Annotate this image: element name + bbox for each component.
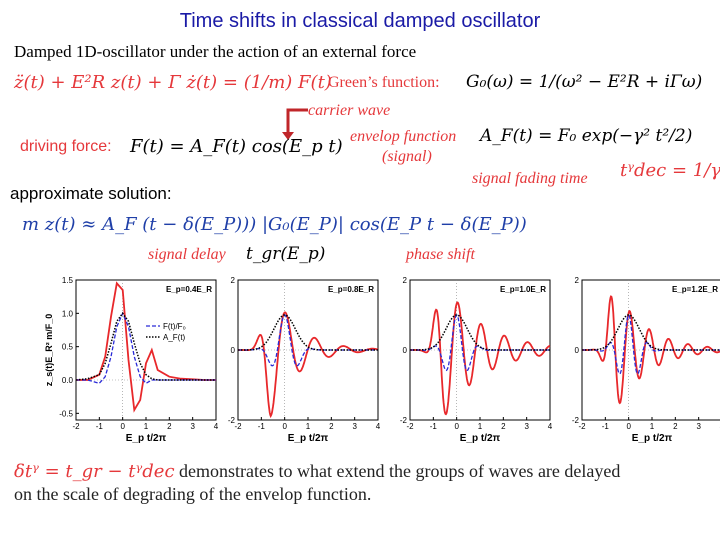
green-equation: G₀(ω) = 1/(ω² − E²R + iΓω) <box>466 72 703 92</box>
motion-equation: z̈(t) + E²R z(t) + Γ ż(t) = (1/m) F(t) <box>14 72 332 93</box>
series-red-line <box>582 295 720 405</box>
y-tick-label: 1.0 <box>62 309 74 318</box>
subtitle: Damped 1D-oscillator under the action of… <box>14 42 417 61</box>
x-tick-label: 4 <box>376 422 381 431</box>
x-tick-label: 3 <box>352 422 357 431</box>
x-tick-label: -2 <box>72 422 80 431</box>
y-tick-label: 0 <box>575 346 580 355</box>
y-tick-label: 0 <box>403 346 408 355</box>
series-blue-line <box>582 314 720 375</box>
footer: δtᵞ = t_gr − tᵞdec demonstrates to what … <box>14 460 714 506</box>
plot-frame <box>75 279 217 421</box>
x-axis-label: E_p t/2π <box>126 433 167 444</box>
y-tick-label: 1.5 <box>62 276 74 285</box>
fading-equation: tᵞdec = 1/γ <box>620 160 720 181</box>
x-tick-label: 4 <box>214 422 219 431</box>
x-tick-label: -2 <box>578 422 586 431</box>
x-tick-label: -2 <box>234 422 242 431</box>
x-tick-label: 2 <box>673 422 678 431</box>
x-tick-label: 0 <box>626 422 631 431</box>
legend-label: F(t)/F₀ <box>163 322 186 331</box>
y-axis-label: z_s(t)E_R² m/F_0 <box>44 314 54 387</box>
oscillator-plots: -2 -1 0 1 2 3 4 -0.5 0.0 0.5 1.0 1.5 E_p t/2π E_p=0.4… <box>44 276 720 444</box>
y-tick-label: -2 <box>228 416 236 425</box>
footer-text-1: demonstrates to what extend the groups o… <box>179 461 621 481</box>
approx-equation: m z(t) ≈ A_F (t − δ(E_P))) |G₀(E_P)| cos… <box>22 214 527 235</box>
series-red-line <box>410 301 551 416</box>
x-tick-label: -2 <box>406 422 414 431</box>
x-tick-label: 3 <box>524 422 529 431</box>
signal-delay-symbol: t_gr(E_p) <box>246 244 326 264</box>
x-tick-label: -1 <box>602 422 610 431</box>
phase-shift-label: phase shift <box>406 246 475 263</box>
page-title: Time shifts in classical damped oscillat… <box>179 10 541 32</box>
series-blue-line <box>238 314 378 367</box>
x-tick-label: 3 <box>696 422 701 431</box>
series-red-line <box>76 281 216 413</box>
x-tick-label: 1 <box>478 422 483 431</box>
x-tick-label: 4 <box>548 422 553 431</box>
approx-label: approximate solution: <box>10 184 172 203</box>
panel-label: E_p=1.0E_R <box>500 285 546 294</box>
x-tick-label: -1 <box>96 422 104 431</box>
x-tick-label: 0 <box>454 422 459 431</box>
legend-label: A_F(t) <box>163 333 186 342</box>
x-axis-label: E_p t/2π <box>288 433 329 444</box>
envelop-label: envelop function <box>350 128 457 145</box>
x-tick-label: 2 <box>167 422 172 431</box>
x-tick-label: 0 <box>120 422 125 431</box>
green-label: Green’s function: <box>328 74 440 91</box>
panel-label: E_p=0.8E_R <box>328 285 374 294</box>
x-tick-label: -1 <box>430 422 438 431</box>
y-tick-label: 0 <box>231 346 236 355</box>
x-tick-label: 1 <box>650 422 655 431</box>
panel-label: E_p=0.4E_R <box>166 285 212 294</box>
x-axis-label: E_p t/2π <box>632 433 673 444</box>
y-tick-label: -2 <box>572 416 580 425</box>
x-tick-label: -1 <box>258 422 266 431</box>
series-blue-line <box>410 314 550 372</box>
x-tick-label: 1 <box>144 422 149 431</box>
driving-force-equation: F(t) = A_F(t) cos(E_p t) <box>130 136 343 157</box>
series-black-line <box>75 312 216 381</box>
footer-formula: δtᵞ = t_gr − tᵞdec <box>14 461 175 482</box>
y-tick-label: 2 <box>231 276 236 285</box>
y-tick-label: -0.5 <box>59 409 73 418</box>
x-tick-label: 2 <box>329 422 334 431</box>
carrier-arrow <box>282 108 308 140</box>
driving-force-label: driving force: <box>20 138 112 155</box>
signal-delay-label: signal delay <box>148 246 226 263</box>
envelop-equation: A_F(t) = F₀ exp(−γ² t²/2) <box>480 126 693 146</box>
y-tick-label: 0.0 <box>62 376 74 385</box>
y-tick-label: 0.5 <box>62 343 74 352</box>
y-tick-label: -2 <box>400 416 408 425</box>
envelop-signal-label: (signal) <box>382 148 432 165</box>
fading-label: signal fading time <box>472 170 588 187</box>
footer-text-2: on the scale of degrading of the envelop… <box>14 484 372 504</box>
x-tick-label: 2 <box>501 422 506 431</box>
y-tick-label: 2 <box>575 276 580 285</box>
x-tick-label: 1 <box>306 422 311 431</box>
x-tick-label: 0 <box>282 422 287 431</box>
panel-label: E_p=1.2E_R <box>672 285 718 294</box>
carrier-wave-label: carrier wave <box>308 102 391 119</box>
x-tick-label: 3 <box>190 422 195 431</box>
x-axis-label: E_p t/2π <box>460 433 501 444</box>
y-tick-label: 2 <box>403 276 408 285</box>
